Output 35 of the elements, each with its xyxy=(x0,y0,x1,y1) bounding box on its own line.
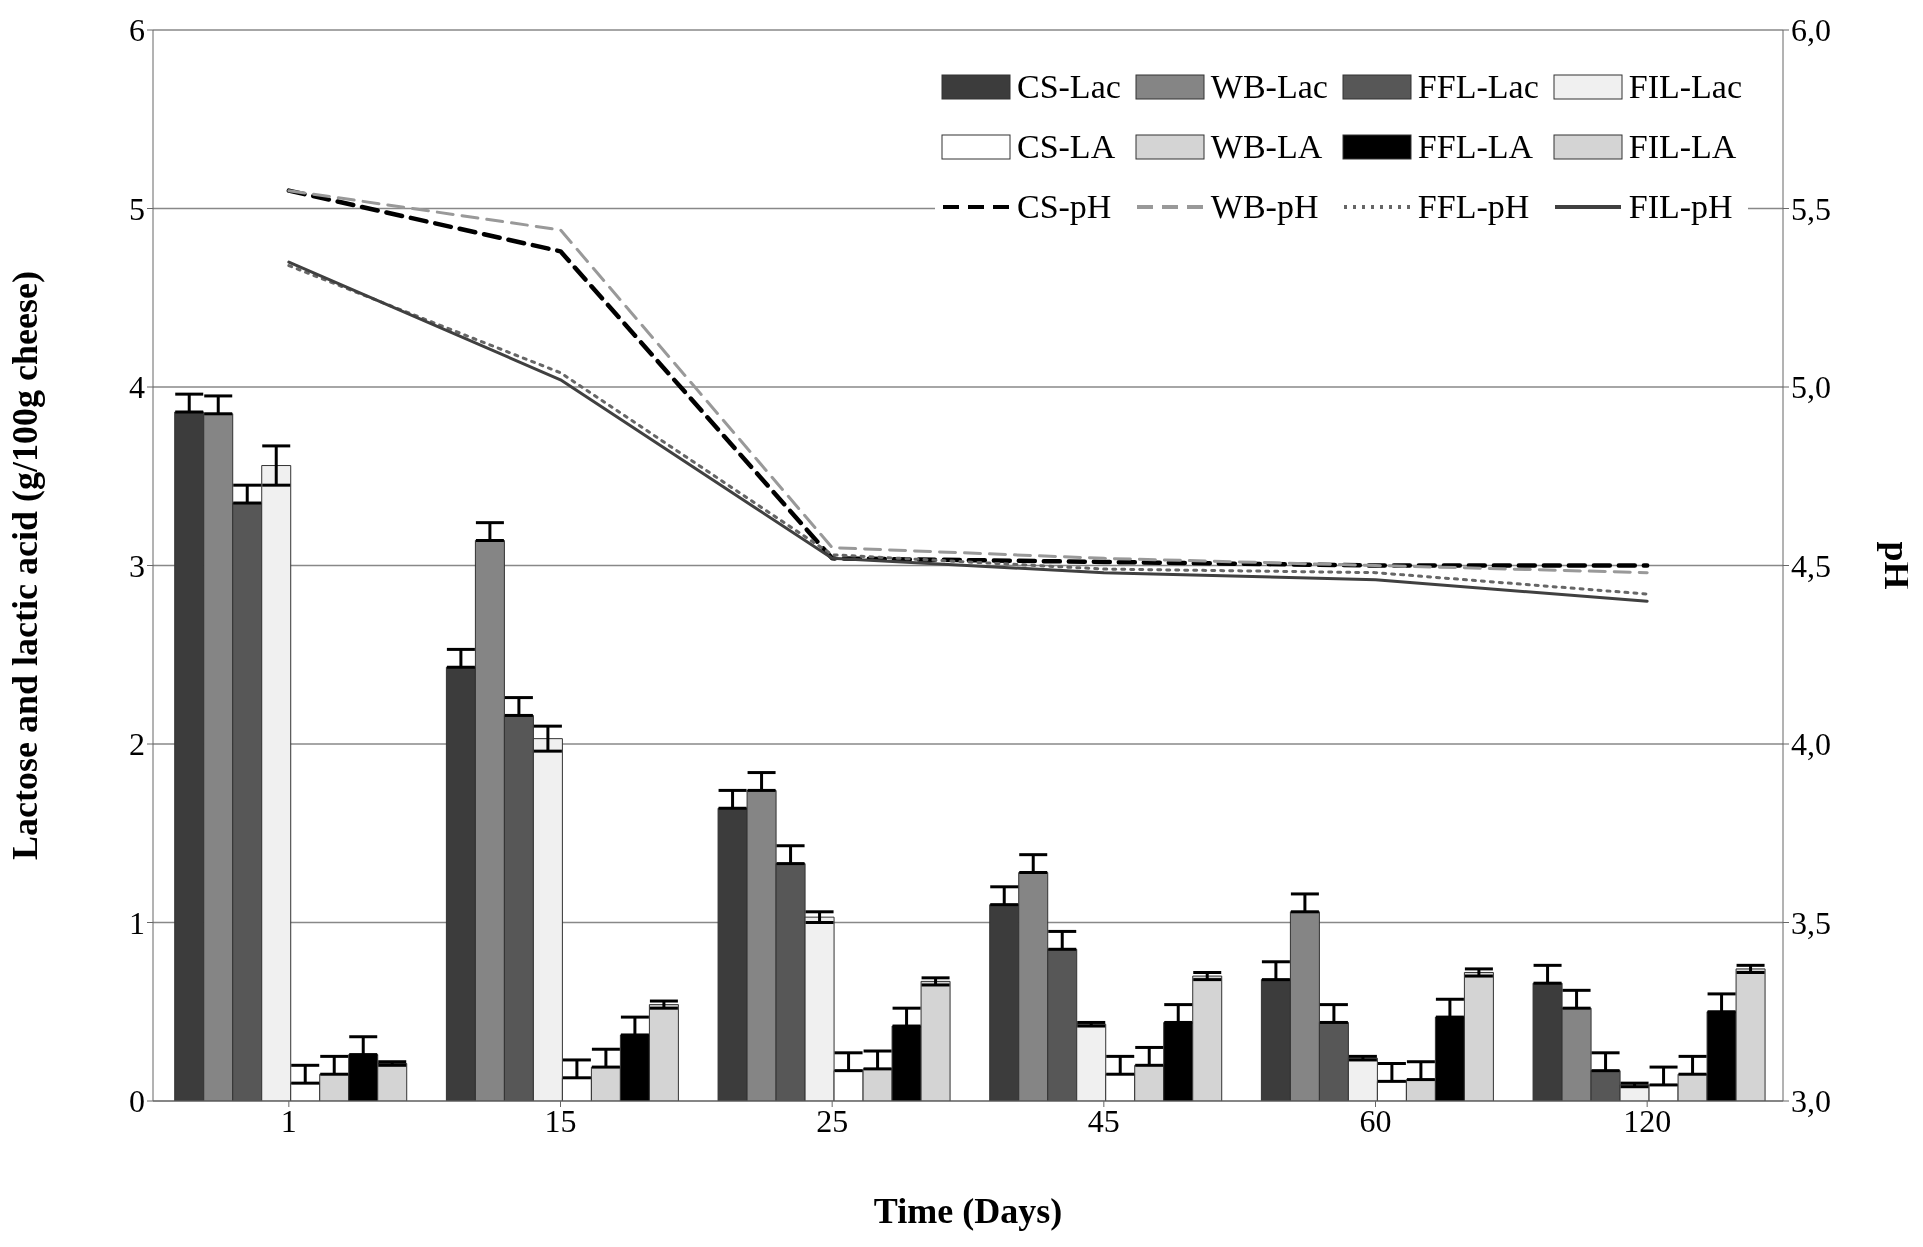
legend-label: FFL-Lac xyxy=(1417,68,1539,106)
x-axis-title: Time (Days) xyxy=(873,1191,1063,1231)
x-tick-label: 60 xyxy=(1359,1102,1392,1139)
legend-label: CS-Lac xyxy=(1016,68,1121,106)
y2-tick-label: 3,0 xyxy=(1791,1083,1831,1120)
y-tick-label: 2 xyxy=(129,726,145,763)
legend-label: FFL-LA xyxy=(1417,128,1534,166)
x-tick-label: 120 xyxy=(1623,1102,1672,1139)
y2-tick-label: 5,5 xyxy=(1791,190,1831,227)
legend-label: WB-LA xyxy=(1210,128,1323,166)
legend-label: CS-LA xyxy=(1016,128,1116,166)
x-tick-label: 1 xyxy=(280,1102,297,1139)
y2-tick-label: 4,0 xyxy=(1791,726,1831,763)
y-tick-label: 1 xyxy=(129,904,145,941)
y2-tick-label: 3,5 xyxy=(1791,904,1831,941)
y2-tick-label: 5,0 xyxy=(1791,369,1831,406)
y-tick-label: 3 xyxy=(129,547,145,584)
y2-tick-label: 4,5 xyxy=(1791,547,1831,584)
y-tick-label: 0 xyxy=(129,1083,145,1120)
legend-label: FIL-Lac xyxy=(1628,68,1742,106)
legend-label: FIL-LA xyxy=(1628,128,1737,166)
y-tick-label: 4 xyxy=(129,369,145,406)
x-tick-label: 45 xyxy=(1087,1102,1120,1139)
legend-label: CS-pH xyxy=(1016,188,1112,226)
y2-axis-title: pH xyxy=(1877,541,1918,590)
legend-label: FIL-pH xyxy=(1628,188,1733,226)
y-tick-label: 6 xyxy=(129,12,145,49)
x-tick-label: 15 xyxy=(544,1102,577,1139)
legend-label: FFL-pH xyxy=(1417,188,1530,226)
legend-label: WB-pH xyxy=(1210,188,1319,226)
legend-label: WB-Lac xyxy=(1210,68,1328,106)
y-tick-label: 5 xyxy=(129,190,145,227)
y-axis-title: Lactose and lactic acid (g/100g cheese) xyxy=(4,271,45,860)
y2-tick-label: 6,0 xyxy=(1791,12,1831,49)
x-tick-label: 25 xyxy=(816,1102,849,1139)
